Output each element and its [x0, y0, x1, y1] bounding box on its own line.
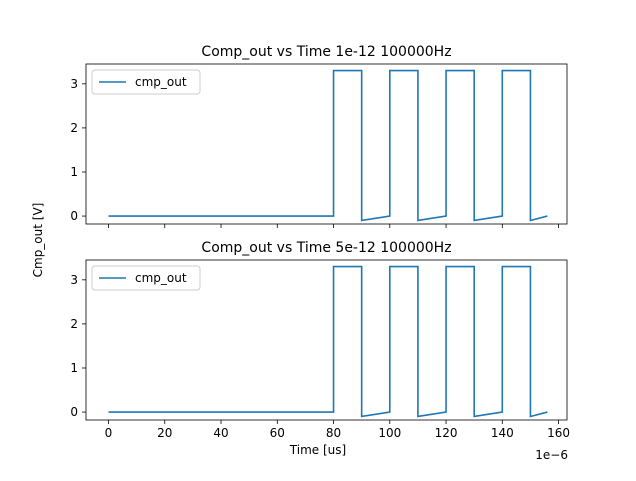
- y-tick-label: 1: [70, 361, 78, 375]
- subplot-1: Comp_out vs Time 1e-12 100000Hz 0 1 2 3 cmp_o…: [70, 44, 568, 228]
- x-tick-label: 40: [213, 426, 228, 440]
- y-tick-label: 3: [70, 273, 78, 287]
- legend-box: [91, 69, 201, 95]
- legend-entry: cmp_out: [135, 271, 187, 285]
- legend: cmp_out: [91, 265, 201, 291]
- x-tick-label: 120: [435, 426, 458, 440]
- x-tick-label: 100: [378, 426, 401, 440]
- x-tick-label: 160: [547, 426, 570, 440]
- x-axis-offset-text: 1e−6: [535, 448, 568, 462]
- y-tick-label: 1: [70, 165, 78, 179]
- y-tick-label: 2: [70, 121, 78, 135]
- series-line-cmp_out: [108, 265, 548, 418]
- x-tick-label: 0: [105, 426, 113, 440]
- x-tick-label: 60: [270, 426, 285, 440]
- axes-frame: [85, 259, 568, 421]
- x-tick-label: 140: [491, 426, 514, 440]
- legend-box: [91, 265, 201, 291]
- axes-frame: [85, 63, 568, 225]
- y-tick-label: 3: [70, 77, 78, 91]
- series-line-cmp_out: [108, 69, 548, 222]
- x-tick-label: 20: [157, 426, 172, 440]
- y-tick-label: 2: [70, 317, 78, 331]
- subplots: Comp_out vs Time 1e-12 100000Hz 0 1 2 3 cmp_o…: [70, 44, 570, 440]
- shared-x-axis-label: Time [us]: [289, 443, 346, 457]
- shared-y-axis-label: Cmp_out [V]: [31, 203, 45, 278]
- y-tick-label: 0: [70, 209, 78, 223]
- subplot-title: Comp_out vs Time 1e-12 100000Hz: [201, 44, 451, 60]
- legend: cmp_out: [91, 69, 201, 95]
- subplot-title: Comp_out vs Time 5e-12 100000Hz: [201, 240, 451, 256]
- y-tick-label: 0: [70, 405, 78, 419]
- x-tick-label: 80: [326, 426, 341, 440]
- legend-entry: cmp_out: [135, 75, 187, 89]
